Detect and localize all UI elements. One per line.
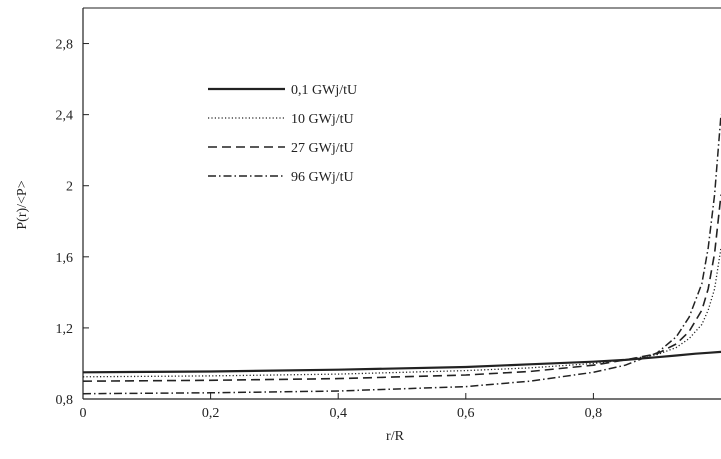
y-tick-label: 2,8 — [56, 38, 74, 53]
y-tick-label: 2 — [66, 180, 73, 195]
x-tick-label: 0 — [80, 406, 87, 421]
y-tick-label: 1,6 — [56, 251, 74, 266]
series-line-4 — [82, 114, 721, 395]
legend-label-2: 10 GWj/tU — [291, 112, 354, 127]
series-line-2 — [82, 247, 721, 378]
y-tick-label: 2,4 — [56, 109, 74, 124]
series-line-3 — [82, 194, 721, 382]
y-ticks: 0,8 1,2 1,6 2 2,4 2,8 — [56, 38, 89, 408]
legend-label-4: 96 GWj/tU — [291, 170, 354, 185]
series-line-1 — [82, 350, 721, 374]
x-tick-label: 0,2 — [202, 406, 220, 421]
series-group — [82, 114, 721, 395]
y-tick-label: 0,8 — [56, 393, 74, 408]
legend: 0,1 GWj/tU 10 GWj/tU 27 GWj/tU 96 GWj/tU — [208, 83, 357, 185]
x-ticks: 0 0,2 0,4 0,6 0,8 — [80, 393, 603, 421]
x-tick-label: 0,4 — [329, 406, 347, 421]
x-axis-label: r/R — [386, 429, 405, 444]
y-tick-label: 1,2 — [56, 322, 74, 337]
x-tick-label: 0,6 — [457, 406, 475, 421]
x-tick-label: 0,8 — [585, 406, 603, 421]
legend-label-3: 27 GWj/tU — [291, 141, 354, 156]
legend-label-1: 0,1 GWj/tU — [291, 83, 357, 98]
y-axis-label: P(r)/<P> — [15, 180, 30, 229]
plot-frame — [82, 7, 721, 400]
